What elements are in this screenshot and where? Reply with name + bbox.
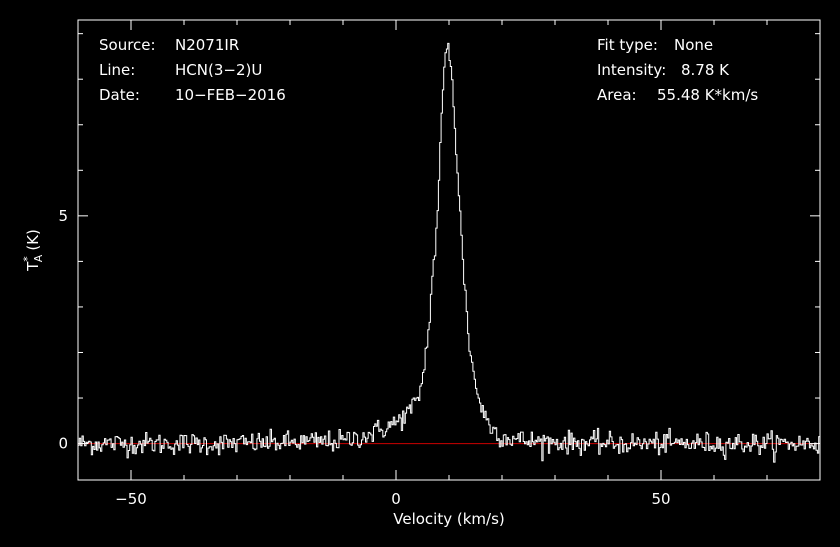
source-label: Source: [99, 36, 156, 54]
intensity-value: 8.78 K [681, 61, 730, 79]
x-tick-label: −50 [115, 490, 147, 508]
area-label: Area: [597, 86, 637, 104]
x-axis-label: Velocity (km/s) [393, 510, 504, 528]
date-label: Date: [99, 86, 140, 104]
line-label: Line: [99, 61, 135, 79]
date-value: 10−FEB−2016 [175, 86, 286, 104]
y-tick-label: 0 [58, 435, 68, 453]
y-axis-label-text: T*A (K) [21, 229, 45, 272]
area-value: 55.48 K*km/s [657, 86, 758, 104]
y-axis-label-unit: (K) [24, 229, 42, 251]
y-axis-label: T*A (K) [21, 229, 45, 272]
fit-type-value: None [674, 36, 713, 54]
intensity-label: Intensity: [597, 61, 666, 79]
y-tick-label: 5 [58, 207, 68, 225]
y-axis-label-symbol: T [24, 261, 42, 272]
spectrum-series [78, 42, 820, 463]
source-value: N2071IR [175, 36, 239, 54]
y-axis-label-sub: A [32, 254, 45, 262]
x-tick-label: 0 [391, 490, 401, 508]
fit-type-label: Fit type: [597, 36, 658, 54]
x-tick-label: 50 [651, 490, 670, 508]
line-value: HCN(3−2)U [175, 61, 262, 79]
axis-ticks: −50 0 50 0 5 [58, 20, 821, 508]
y-axis-label-star: * [21, 256, 34, 262]
